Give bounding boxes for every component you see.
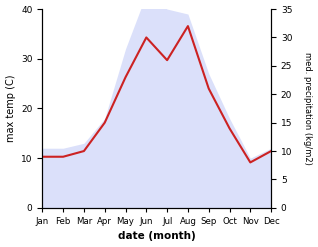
Y-axis label: max temp (C): max temp (C) (5, 75, 16, 142)
X-axis label: date (month): date (month) (118, 231, 196, 242)
Y-axis label: med. precipitation (kg/m2): med. precipitation (kg/m2) (303, 52, 313, 165)
